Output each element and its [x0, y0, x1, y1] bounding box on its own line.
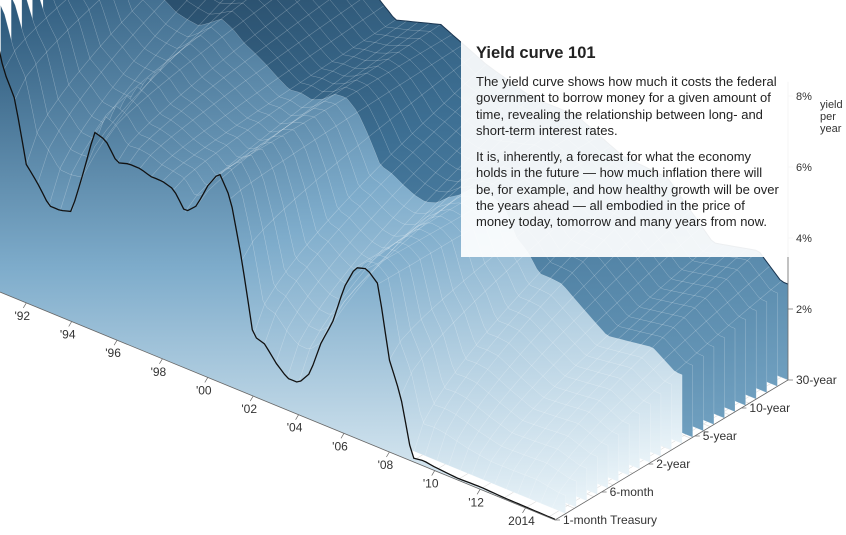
ridge-line [241, 54, 476, 261]
time-tick-label: '12 [468, 495, 484, 509]
ridge-line [26, 0, 144, 165]
ridge-line [207, 24, 441, 186]
time-tick-label: '96 [105, 346, 121, 360]
time-tick-label: '10 [423, 477, 439, 491]
time-tick-label: '00 [196, 383, 212, 397]
ridge-line [502, 246, 736, 498]
chart-title: Yield curve 101 [476, 44, 596, 62]
time-tick-mark [159, 358, 163, 364]
ridge-line [37, 0, 166, 184]
ridge-line [479, 242, 714, 487]
time-tick-mark [249, 395, 254, 402]
ridge-line [105, 0, 273, 141]
maturity-axis-line [554, 379, 789, 521]
ridge-line [219, 34, 453, 173]
time-tick-mark [431, 470, 436, 476]
maturity-tick-label: 10-year [749, 401, 790, 415]
ridge-line [525, 250, 759, 507]
maturity-tick-label: 2-year [656, 457, 690, 471]
maturity-tick-label: 30-year [796, 373, 837, 387]
ridge-line [173, 20, 407, 190]
time-tick-label: '04 [287, 421, 303, 435]
time-tick-mark [340, 433, 345, 439]
ridge-line [48, 0, 188, 206]
time-tick-mark [386, 451, 390, 458]
time-tick-mark [295, 414, 299, 420]
ridge-line [184, 21, 419, 213]
time-tick-label: '94 [60, 328, 76, 342]
ridge-line [468, 226, 702, 483]
time-tick-mark [522, 507, 526, 514]
ridge-line [14, 0, 100, 100]
time-tick-label: 2014 [508, 514, 535, 528]
maturity-tick-label: 1-month Treasury [563, 513, 657, 527]
info-box: Yield curve 101 The yield curve shows ho… [461, 37, 793, 257]
ridge-lines [3, 0, 782, 517]
yield-axis: yield per year 2% 4% 6% 8% [788, 91, 843, 316]
time-tick-mark [204, 377, 209, 383]
ridge-line [547, 281, 782, 517]
info-paragraph-2: It is, inherently, a forecast for what t… [476, 149, 779, 230]
yield-surface-front [0, 0, 683, 521]
yield-unit-label-1: yield [820, 99, 843, 111]
series-line-1-month [0, 50, 556, 520]
ridge-line [150, 5, 385, 177]
ridge-line [139, 0, 361, 169]
time-tick-mark [22, 302, 27, 309]
time-axis: '92 '94 '96 '98 '00 '02 '04 '06 '08 '10 '12 2014 [14, 302, 535, 528]
yield-unit-label-2: per [820, 111, 836, 123]
time-tick-label: '98 [151, 365, 167, 379]
maturity-tick-label: 5-year [703, 429, 737, 443]
time-tick-label: '92 [14, 309, 30, 323]
ridge-line [536, 265, 770, 512]
time-tick-mark [113, 340, 118, 346]
ridge-line [3, 0, 67, 71]
ridge-line [513, 248, 748, 503]
time-axis-line [0, 291, 556, 521]
maturity-tick-label: 6-month [610, 485, 654, 499]
ridge-line [252, 64, 487, 336]
ridge-line [196, 23, 430, 207]
ridge-line [162, 19, 396, 182]
yield-tick-label: 8% [796, 91, 812, 103]
time-tick-mark [68, 321, 73, 327]
ridge-line [94, 0, 247, 133]
ridge-line [264, 72, 498, 345]
ridge-line [128, 0, 330, 164]
yield-unit-label-3: year [820, 123, 842, 135]
yield-tick-label: 2% [796, 304, 812, 316]
ridge-line [82, 0, 236, 174]
time-tick-label: '02 [241, 402, 257, 416]
info-paragraph-1: The yield curve shows how much it costs … [476, 74, 777, 138]
time-tick-label: '06 [332, 439, 348, 453]
time-tick-label: '08 [378, 458, 394, 472]
ridge-line [116, 0, 301, 163]
ridge-line [71, 0, 224, 212]
time-tick-mark [476, 489, 481, 495]
ridge-line [491, 244, 725, 493]
ridge-line [230, 44, 464, 199]
yield-tick-label: 6% [796, 162, 812, 174]
ridge-line [60, 0, 206, 211]
yield-tick-label: 4% [796, 233, 812, 245]
